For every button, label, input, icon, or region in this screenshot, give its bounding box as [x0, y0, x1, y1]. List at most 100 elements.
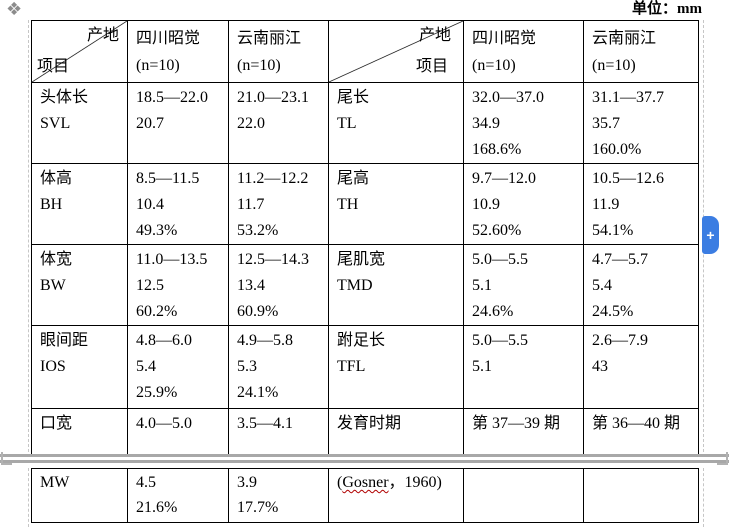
table-cell[interactable]: 11.2—12.2 11.7 53.2% — [228, 163, 329, 245]
table-row: MW 4.5 21.6% 3.9 17.7% (Gosner，1960) — [31, 468, 699, 523]
table-cell[interactable]: 尾肌宽 TMD — [328, 244, 464, 326]
table-cell[interactable]: 18.5—22.0 20.7 — [127, 82, 229, 164]
table-cell[interactable]: 口宽 — [31, 408, 128, 455]
table-cell[interactable]: 5.0—5.5 5.1 24.6% — [463, 244, 584, 326]
table-cell[interactable]: 4.8—6.0 5.4 25.9% — [127, 325, 229, 409]
cell-line: 跗足长 — [337, 332, 386, 349]
table-row: 眼间距 IOS 4.8—6.0 5.4 25.9% 4.9—5.8 5.3 24.1% 跗足长 T… — [31, 325, 699, 409]
cell-line: 60.9% — [237, 303, 279, 320]
table-cell[interactable]: 8.5—11.5 10.4 49.3% — [127, 163, 229, 245]
table-cell[interactable]: 4.7—5.7 5.4 24.5% — [583, 244, 699, 326]
table-cell-mw-label[interactable]: MW — [31, 468, 128, 523]
page-break-line-bottom — [0, 460, 729, 463]
cell-line: 13.4 — [237, 277, 265, 294]
table-cell[interactable]: 21.0—23.1 22.0 — [228, 82, 329, 164]
cell-line: 5.0—5.5 — [472, 332, 528, 349]
table-cell[interactable]: 4.9—5.8 5.3 24.1% — [228, 325, 329, 409]
cell-line: 第 37—39 期 — [472, 415, 561, 432]
page-margin-marker-right — [717, 452, 728, 465]
sample-size-label: (n=10) — [592, 57, 636, 74]
diagonal-header-cell-right[interactable]: 产地 项目 — [328, 20, 464, 83]
table-cell[interactable]: 发育时期 — [328, 408, 464, 455]
cell-line: 5.0—5.5 — [472, 251, 528, 268]
add-row-button[interactable]: + — [702, 216, 719, 254]
cell-line: 5.4 — [592, 277, 612, 294]
measurement-table-page1: 产地 项目 四川昭觉 (n=10) 云南丽江 (n=10) 产地 项目 四川昭觉… — [31, 20, 699, 455]
text-boundary-left-page2 — [28, 468, 29, 527]
table-cell-citation[interactable]: (Gosner，1960) — [328, 468, 464, 523]
table-cell-mw-sichuan[interactable]: 4.5 21.6% — [127, 468, 229, 523]
diagonal-header-bottom-label: 项目 — [37, 58, 70, 75]
table-cell[interactable]: 跗足长 TFL — [328, 325, 464, 409]
table-cell-empty[interactable] — [583, 468, 699, 523]
table-cell[interactable]: 12.5—14.3 13.4 60.9% — [228, 244, 329, 326]
table-cell[interactable]: 3.5—4.1 — [228, 408, 329, 455]
cell-line: 11.0—13.5 — [136, 251, 208, 268]
cell-line: 22.0 — [237, 115, 265, 132]
page-break-line-top — [0, 454, 729, 457]
cell-line: 60.2% — [136, 303, 178, 320]
table-cell[interactable]: 头体长 SVL — [31, 82, 128, 164]
table-row: 体宽 BW 11.0—13.5 12.5 60.2% 12.5—14.3 13.4 60.9%… — [31, 244, 699, 326]
sample-size-label: (n=10) — [237, 57, 281, 74]
table-cell[interactable]: 尾长 TL — [328, 82, 464, 164]
diagonal-header-bottom-label: 项目 — [415, 58, 448, 75]
text-boundary-right-page2 — [703, 468, 704, 527]
column-header-yunnan-left[interactable]: 云南丽江 (n=10) — [228, 20, 329, 83]
table-cell[interactable]: 第 37—39 期 — [463, 408, 584, 455]
table-cell[interactable]: 尾高 TH — [328, 163, 464, 245]
column-header-sichuan-left[interactable]: 四川昭觉 (n=10) — [127, 20, 229, 83]
sample-size-label: (n=10) — [472, 57, 516, 74]
diagonal-header-cell-left[interactable]: 产地 项目 — [31, 20, 128, 83]
column-header-sichuan-right[interactable]: 四川昭觉 (n=10) — [463, 20, 584, 83]
cell-line: BW — [40, 277, 66, 294]
table-cell[interactable]: 5.0—5.5 5.1 — [463, 325, 584, 409]
cell-line: 11.9 — [592, 196, 620, 213]
cell-line: BH — [40, 196, 63, 213]
cell-line: TFL — [337, 358, 366, 375]
cell-line: 9.7—12.0 — [472, 170, 536, 187]
diagonal-header-top-label: 产地 — [418, 27, 451, 44]
table-cell[interactable]: 体高 BH — [31, 163, 128, 245]
page-margin-marker-left — [1, 452, 12, 465]
table-cell[interactable]: 9.7—12.0 10.9 52.60% — [463, 163, 584, 245]
cell-line: 160.0% — [592, 141, 642, 158]
cell-line: 21.6% — [136, 499, 178, 516]
cell-line: 35.7 — [592, 115, 620, 132]
cell-line: TMD — [337, 277, 373, 294]
table-cell[interactable]: 32.0—37.0 34.9 168.6% — [463, 82, 584, 164]
cell-line: 4.0—5.0 — [136, 415, 192, 432]
citation-word-spellcheck: Gosner — [342, 474, 389, 491]
cell-line: 发育时期 — [337, 415, 402, 432]
table-cell[interactable]: 第 36—40 期 — [583, 408, 699, 455]
table-cell-empty[interactable] — [463, 468, 584, 523]
locality-label: 云南丽江 — [592, 30, 657, 47]
table-cell[interactable]: 体宽 BW — [31, 244, 128, 326]
table-cell[interactable]: 11.0—13.5 12.5 60.2% — [127, 244, 229, 326]
table-move-handle-icon[interactable]: ❖ — [6, 0, 23, 20]
cell-line: 体高 — [40, 170, 73, 187]
cell-line: 20.7 — [136, 115, 164, 132]
citation-prefix: ( — [337, 474, 343, 491]
measurement-table-page2: MW 4.5 21.6% 3.9 17.7% (Gosner，1960) — [31, 468, 699, 523]
cell-line: 口宽 — [40, 415, 73, 432]
cell-line: 5.1 — [472, 277, 492, 294]
sample-size-label: (n=10) — [136, 57, 180, 74]
cell-line: 3.5—4.1 — [237, 415, 293, 432]
cell-line: 眼间距 — [40, 332, 89, 349]
cell-line: 8.5—11.5 — [136, 170, 200, 187]
table-cell-mw-yunnan[interactable]: 3.9 17.7% — [228, 468, 329, 523]
plus-icon: + — [706, 227, 715, 243]
table-cell[interactable]: 31.1—37.7 35.7 160.0% — [583, 82, 699, 164]
unit-label[interactable]: 单位：mm — [632, 1, 702, 17]
table-cell[interactable]: 10.5—12.6 11.9 54.1% — [583, 163, 699, 245]
cell-line: 31.1—37.7 — [592, 89, 664, 106]
column-header-yunnan-right[interactable]: 云南丽江 (n=10) — [583, 20, 699, 83]
table-cell[interactable]: 2.6—7.9 43 — [583, 325, 699, 409]
cell-line: 25.9% — [136, 384, 178, 401]
table-cell[interactable]: 眼间距 IOS — [31, 325, 128, 409]
cell-line: 4.8—6.0 — [136, 332, 192, 349]
cell-line: 5.1 — [472, 358, 492, 375]
cell-line: 11.7 — [237, 196, 265, 213]
table-cell[interactable]: 4.0—5.0 — [127, 408, 229, 455]
